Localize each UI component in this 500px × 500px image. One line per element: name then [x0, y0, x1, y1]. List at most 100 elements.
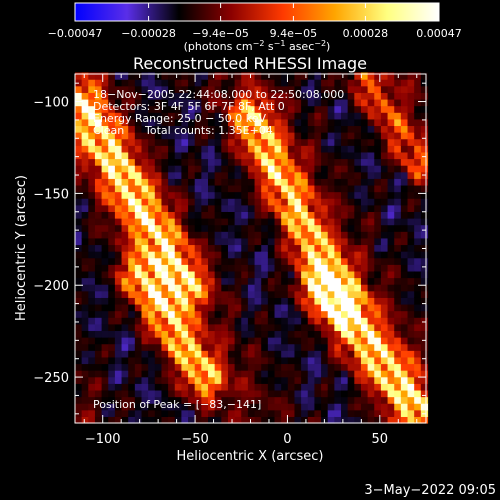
heatmap-cell — [234, 151, 242, 160]
heatmap-cell — [247, 257, 256, 265]
heatmap-cell — [314, 118, 322, 127]
heatmap-cell — [108, 72, 116, 80]
heatmap-cell — [121, 330, 129, 338]
heatmap-cell — [420, 383, 429, 391]
heatmap-cell — [174, 350, 183, 358]
heatmap-cell — [321, 204, 329, 212]
heatmap-cell — [181, 343, 189, 351]
heatmap-cell — [387, 244, 395, 252]
heatmap-cell — [254, 237, 262, 246]
heatmap-cell — [154, 376, 163, 384]
heatmap-cell — [181, 118, 189, 127]
heatmap-cell — [367, 171, 375, 179]
heatmap-cell — [81, 356, 89, 365]
heatmap-cell — [334, 363, 342, 371]
heatmap-cell — [314, 389, 322, 398]
heatmap-cell — [247, 204, 256, 212]
heatmap-cell — [214, 118, 222, 127]
heatmap-cell — [367, 376, 375, 384]
heatmap-cell — [394, 363, 402, 371]
heatmap-cell — [287, 72, 296, 80]
heatmap-cell — [141, 158, 149, 166]
heatmap-cell — [307, 356, 316, 365]
heatmap-cell — [400, 85, 409, 93]
heatmap-cell — [367, 132, 375, 140]
heatmap-cell — [321, 98, 329, 107]
heatmap-cell — [134, 138, 143, 146]
heatmap-cell — [294, 184, 302, 193]
heatmap-cell — [294, 112, 302, 120]
heatmap-cell — [261, 403, 269, 411]
heatmap-cell — [94, 317, 103, 325]
heatmap-cell — [414, 416, 422, 424]
heatmap-cell — [168, 171, 176, 179]
heatmap-cell — [241, 277, 249, 285]
heatmap-cell — [188, 383, 196, 391]
heatmap-cell — [414, 356, 422, 365]
heatmap-cell — [134, 323, 143, 332]
heatmap-cell — [75, 310, 83, 318]
heatmap-cell — [108, 118, 116, 127]
heatmap-cell — [354, 284, 362, 292]
heatmap-cell — [81, 72, 89, 80]
heatmap-cell — [400, 317, 409, 325]
heatmap-cell — [420, 211, 429, 219]
heatmap-cell — [414, 132, 422, 140]
heatmap-cell — [128, 303, 136, 312]
heatmap-cell — [174, 356, 183, 365]
heatmap-cell — [201, 396, 209, 404]
heatmap-cell — [360, 337, 369, 345]
heatmap-cell — [161, 204, 169, 212]
heatmap-cell — [161, 118, 169, 127]
heatmap-cell — [261, 224, 269, 232]
heatmap-cell — [81, 284, 89, 292]
heatmap-cell — [161, 389, 169, 398]
heatmap-cell — [134, 158, 143, 166]
colorbar-unit: (photons cm−2 s−1 asec−2) — [184, 39, 331, 53]
heatmap-cell — [221, 337, 229, 345]
heatmap-cell — [341, 112, 349, 120]
heatmap-cell — [281, 403, 289, 411]
heatmap-cell — [148, 257, 156, 265]
heatmap-cell — [294, 231, 302, 239]
heatmap-cell — [247, 310, 256, 318]
heatmap-cell — [367, 257, 375, 265]
heatmap-cell — [108, 383, 116, 391]
heatmap-cell — [227, 370, 236, 378]
heatmap-cell — [81, 204, 89, 212]
heatmap-cell — [267, 158, 276, 166]
heatmap-cell — [221, 383, 229, 391]
heatmap-cell — [261, 257, 269, 265]
heatmap-cell — [254, 211, 262, 219]
heatmap-cell — [294, 350, 302, 358]
heatmap-cell — [114, 118, 123, 127]
heatmap-cell — [341, 151, 349, 160]
heatmap-cell — [128, 284, 136, 292]
heatmap-cell — [407, 370, 415, 378]
heatmap-cell — [394, 317, 402, 325]
heatmap-cell — [301, 237, 309, 246]
heatmap-cell — [287, 251, 296, 259]
heatmap-cell — [294, 251, 302, 259]
heatmap-cell — [400, 191, 409, 199]
heatmap-cell — [387, 237, 395, 246]
heatmap-cell — [75, 132, 83, 140]
heatmap-cell — [234, 72, 242, 80]
heatmap-cell — [208, 323, 216, 332]
heatmap-cell — [141, 211, 149, 219]
heatmap-cell — [321, 310, 329, 318]
heatmap-cell — [174, 290, 183, 298]
heatmap-cell — [194, 118, 202, 127]
heatmap-cell — [221, 403, 229, 411]
heatmap-cell — [101, 158, 109, 166]
heatmap-cell — [394, 118, 402, 127]
heatmap-cell — [420, 178, 429, 186]
heatmap-cell — [128, 330, 136, 338]
heatmap-cell — [234, 396, 242, 404]
heatmap-cell — [227, 204, 236, 212]
heatmap-cell — [208, 72, 216, 80]
heatmap-cell — [201, 204, 209, 212]
heatmap-cell — [88, 383, 96, 391]
heatmap-cell — [194, 244, 202, 252]
heatmap-cell — [267, 118, 276, 127]
